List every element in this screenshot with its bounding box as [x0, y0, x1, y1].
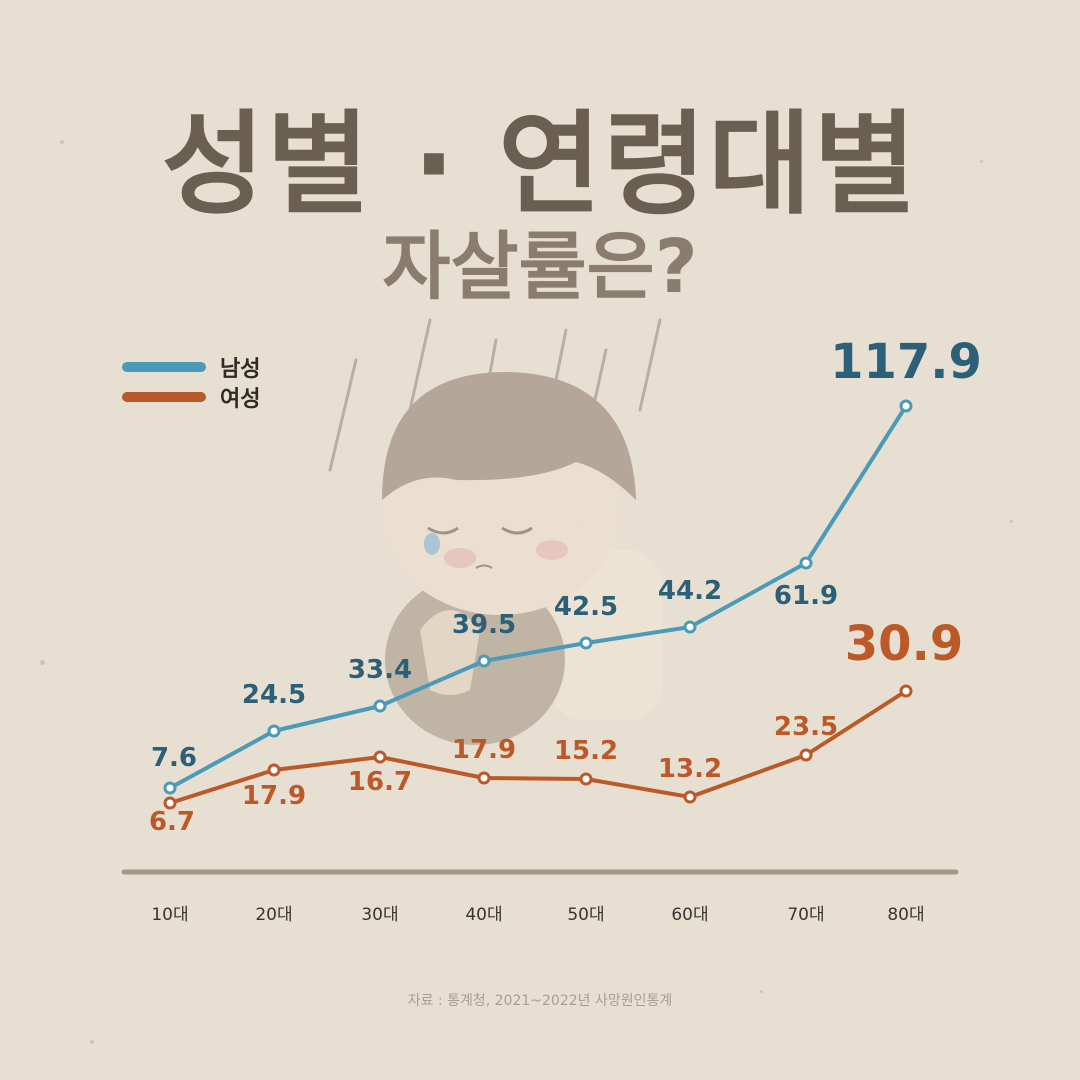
- female-data-label: 13.2: [658, 754, 722, 784]
- female-data-point: [163, 796, 177, 810]
- male-data-label: 7.6: [151, 743, 197, 773]
- female-data-point: [899, 684, 913, 698]
- male-data-label: 33.4: [348, 655, 412, 685]
- male-data-point: [163, 781, 177, 795]
- female-data-point: [579, 772, 593, 786]
- female-data-point: [477, 771, 491, 785]
- x-tick-label: 40대: [465, 905, 502, 925]
- male-data-point: [899, 399, 913, 413]
- male-data-point: [477, 654, 491, 668]
- female-data-label: 6.7: [149, 807, 195, 837]
- background-speck: [60, 140, 64, 144]
- male-data-point: [267, 724, 281, 738]
- male-series-line: [168, 404, 908, 790]
- legend-swatch-male: [122, 362, 206, 372]
- male-data-label: 24.5: [242, 680, 306, 710]
- x-tick-label: 80대: [887, 905, 924, 925]
- legend-item-male: 남성: [122, 352, 260, 382]
- female-data-label: 30.9: [845, 616, 963, 672]
- x-tick-label: 70대: [787, 905, 824, 925]
- male-data-label: 44.2: [658, 576, 722, 606]
- legend-label-male: 남성: [220, 357, 261, 382]
- female-data-point: [683, 790, 697, 804]
- female-data-point: [373, 750, 387, 764]
- female-data-point: [267, 763, 281, 777]
- male-data-label: 117.9: [830, 334, 982, 390]
- female-data-label: 16.7: [348, 767, 412, 797]
- legend-label-female: 여성: [220, 387, 261, 412]
- background-speck: [1010, 520, 1013, 523]
- sad-child-illustration: [328, 318, 662, 745]
- background-speck: [760, 990, 763, 993]
- male-data-label: 61.9: [774, 581, 838, 611]
- background-speck: [90, 1040, 94, 1044]
- female-data-label: 17.9: [452, 735, 516, 765]
- male-data-point: [373, 699, 387, 713]
- male-data-label: 39.5: [452, 610, 516, 640]
- page-title: 성별 · 연령대별: [161, 100, 919, 230]
- male-data-point: [683, 620, 697, 634]
- x-tick-label: 20대: [255, 905, 292, 925]
- x-tick-label: 30대: [361, 905, 398, 925]
- female-data-label: 17.9: [242, 781, 306, 811]
- female-data-point: [799, 748, 813, 762]
- chart-legend: 남성 여성: [122, 352, 260, 412]
- source-note: 자료 : 통계청, 2021~2022년 사망원인통계: [407, 993, 673, 1009]
- female-data-label: 15.2: [554, 736, 618, 766]
- legend-item-female: 여성: [122, 382, 260, 412]
- male-data-point: [799, 556, 813, 570]
- x-tick-label: 60대: [671, 905, 708, 925]
- x-tick-label: 10대: [151, 905, 188, 925]
- female-data-label: 23.5: [774, 712, 838, 742]
- male-data-label: 42.5: [554, 592, 618, 622]
- legend-swatch-female: [122, 392, 206, 402]
- background-speck: [40, 660, 45, 665]
- female-series-line: [168, 689, 908, 805]
- background-speck: [980, 160, 983, 163]
- male-data-point: [579, 636, 593, 650]
- page-subtitle: 자살률은?: [382, 224, 698, 310]
- x-tick-label: 50대: [567, 905, 604, 925]
